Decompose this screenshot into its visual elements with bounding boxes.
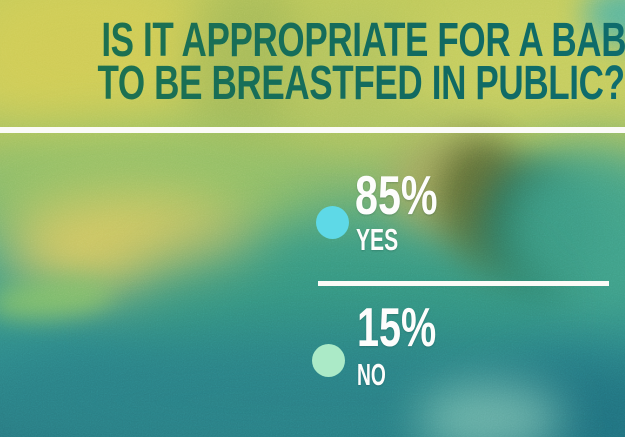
stats-divider-rule bbox=[318, 281, 609, 286]
headline-divider-rule bbox=[0, 127, 625, 133]
yes-label: YES bbox=[356, 222, 399, 257]
headline-text: IS IT APPROPRIATE FOR A BABY bbox=[101, 17, 625, 65]
no-bullet-dot-icon bbox=[312, 344, 345, 377]
headline-line-1: IS IT APPROPRIATE FOR A BABY bbox=[0, 17, 625, 65]
headline-text: TO BE BREASTFED IN PUBLIC? bbox=[97, 57, 625, 110]
headline-line-2: TO BE BREASTFED IN PUBLIC? bbox=[0, 60, 625, 108]
yes-percentage: 85% bbox=[355, 164, 438, 226]
yes-bullet-dot-icon bbox=[316, 206, 349, 239]
no-label: NO bbox=[357, 357, 386, 392]
no-percentage: 15% bbox=[357, 296, 437, 358]
paint-blob bbox=[0, 273, 115, 325]
